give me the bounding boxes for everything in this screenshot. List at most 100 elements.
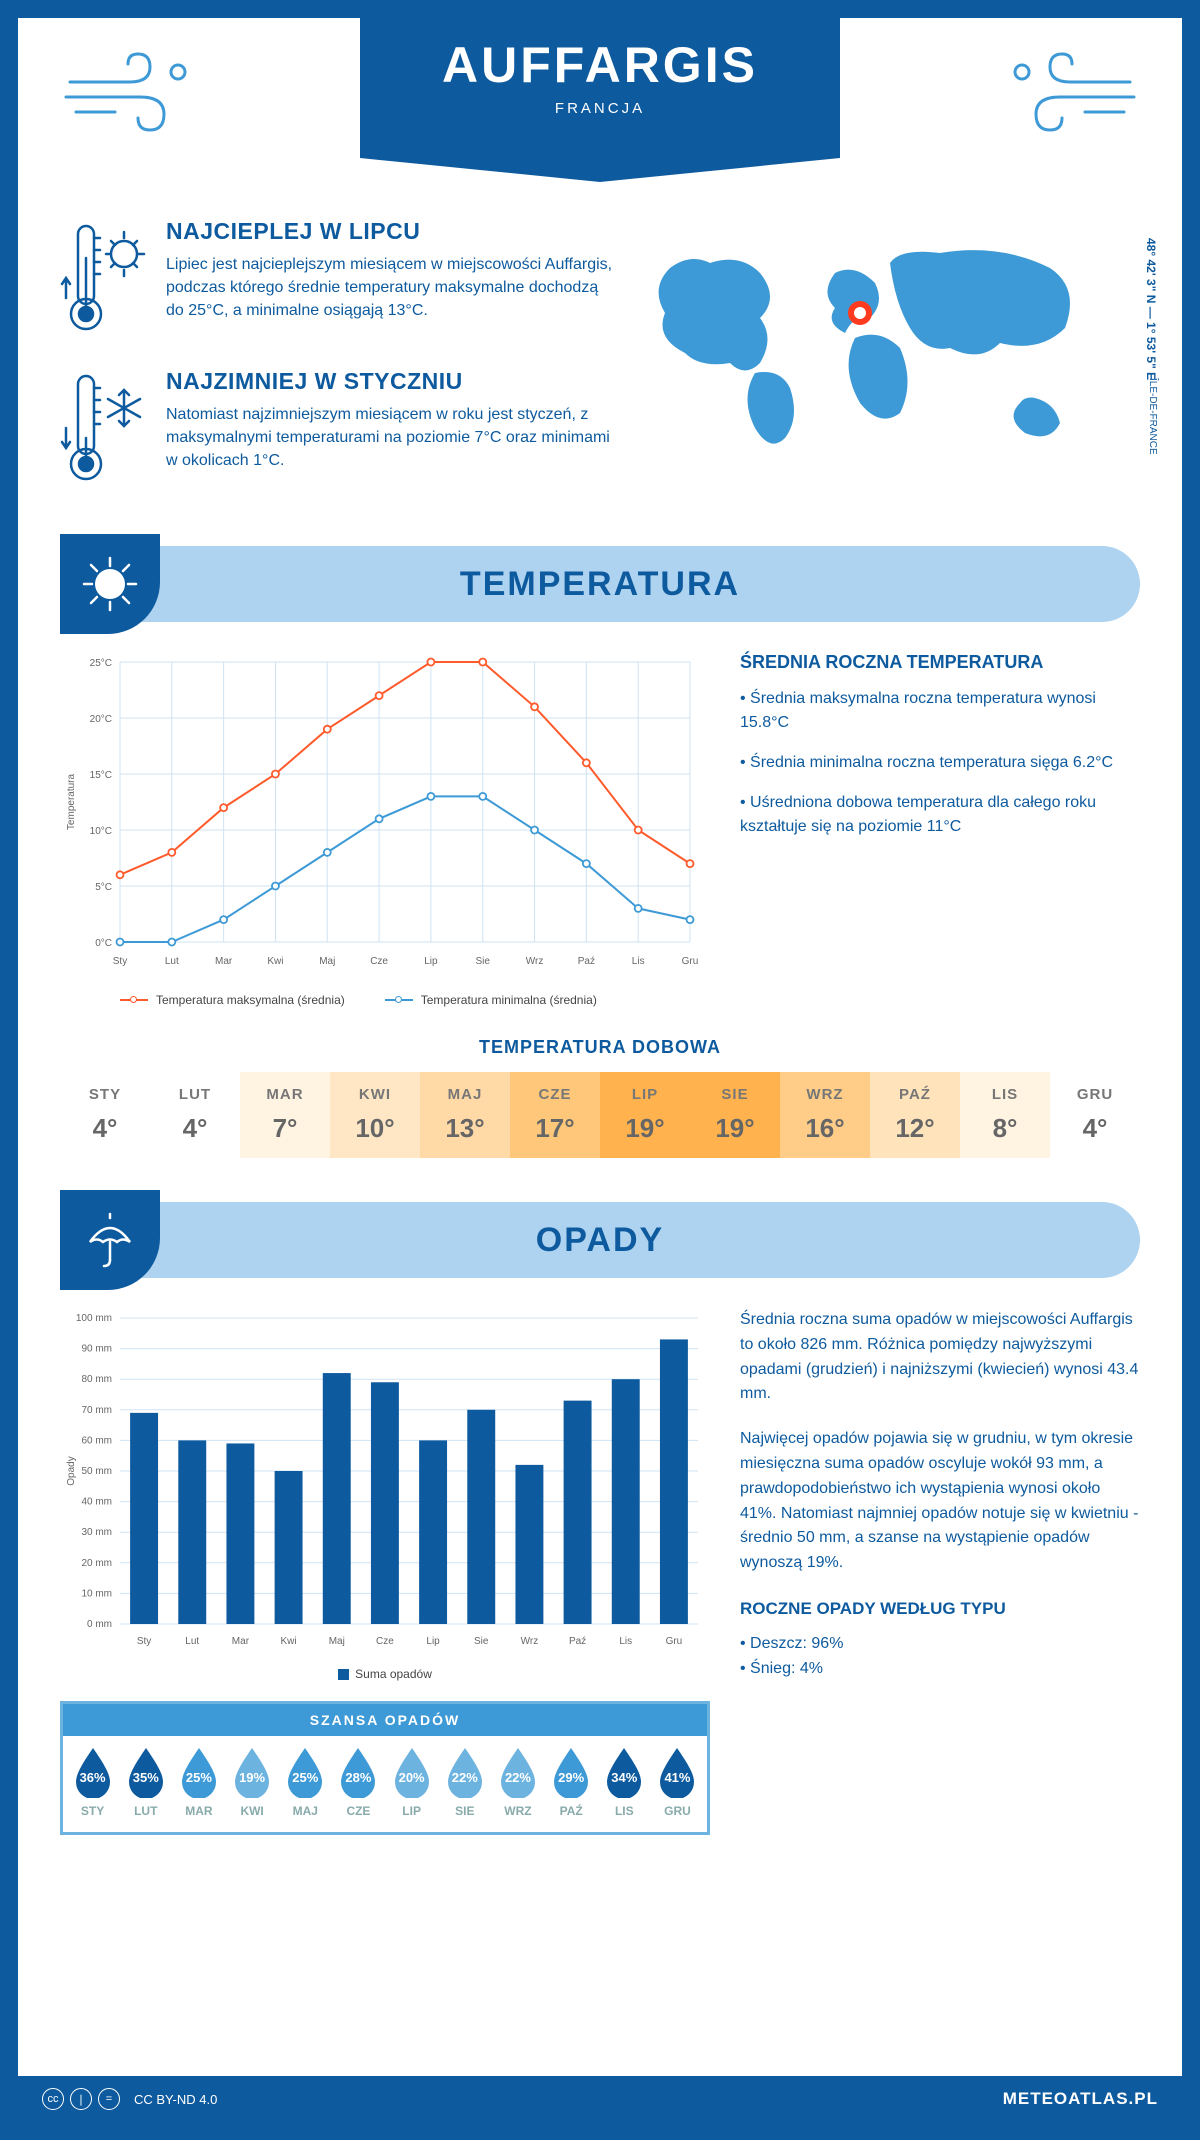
svg-text:Cze: Cze xyxy=(376,1636,394,1647)
temp-bullet: • Średnia maksymalna roczna temperatura … xyxy=(740,687,1140,735)
daily-month: LIS xyxy=(960,1086,1050,1103)
svg-text:15°C: 15°C xyxy=(90,770,112,781)
by-icon: ❘ xyxy=(70,2088,92,2110)
svg-text:Gru: Gru xyxy=(666,1636,683,1647)
chance-month: LIP xyxy=(386,1804,437,1818)
raindrop-icon: 22% xyxy=(444,1746,486,1798)
daily-value: 17° xyxy=(510,1113,600,1144)
svg-text:Sie: Sie xyxy=(474,1636,489,1647)
svg-text:Mar: Mar xyxy=(232,1636,250,1647)
svg-text:20°C: 20°C xyxy=(90,714,112,725)
svg-text:10 mm: 10 mm xyxy=(81,1588,112,1599)
daily-value: 4° xyxy=(150,1113,240,1144)
svg-text:Maj: Maj xyxy=(329,1636,345,1647)
chance-cell: 25% MAR xyxy=(173,1746,224,1818)
thermometer-snow-icon xyxy=(60,368,148,488)
daily-month: STY xyxy=(60,1086,150,1103)
chance-value: 35% xyxy=(125,1770,167,1785)
daily-value: 19° xyxy=(690,1113,780,1144)
svg-text:10°C: 10°C xyxy=(90,826,112,837)
svg-text:80 mm: 80 mm xyxy=(81,1374,112,1385)
daily-month: CZE xyxy=(510,1086,600,1103)
coldest-title: NAJZIMNIEJ W STYCZNIU xyxy=(166,368,620,395)
wind-icon xyxy=(1010,42,1140,142)
svg-text:Sty: Sty xyxy=(113,956,127,967)
daily-value: 13° xyxy=(420,1113,510,1144)
chance-value: 36% xyxy=(72,1770,114,1785)
svg-text:Maj: Maj xyxy=(319,956,335,967)
chance-month: LUT xyxy=(120,1804,171,1818)
temp-bullet: • Średnia minimalna roczna temperatura s… xyxy=(740,751,1140,775)
temperature-section-header: TEMPERATURA xyxy=(60,546,1140,622)
chance-cell: 22% SIE xyxy=(439,1746,490,1818)
svg-text:Kwi: Kwi xyxy=(281,1636,297,1647)
daily-month: LIP xyxy=(600,1086,690,1103)
raindrop-icon: 34% xyxy=(603,1746,645,1798)
svg-text:90 mm: 90 mm xyxy=(81,1344,112,1355)
svg-text:Wrz: Wrz xyxy=(521,1636,539,1647)
chance-month: SIE xyxy=(439,1804,490,1818)
precip-bar-chart: 0 mm10 mm20 mm30 mm40 mm50 mm60 mm70 mm8… xyxy=(60,1308,710,1658)
precip-summary: Średnia roczna suma opadów w miejscowośc… xyxy=(740,1308,1140,1835)
thermometer-sun-icon xyxy=(60,218,148,338)
precip-type-bullet: • Śnieg: 4% xyxy=(740,1657,1140,1682)
chance-value: 22% xyxy=(444,1770,486,1785)
svg-text:Temperatura: Temperatura xyxy=(66,773,77,830)
title-banner: AUFFARGIS FRANCJA xyxy=(360,18,840,158)
raindrop-icon: 22% xyxy=(497,1746,539,1798)
page-frame: AUFFARGIS FRANCJA xyxy=(0,0,1200,2140)
daily-value: 12° xyxy=(870,1113,960,1144)
warmest-fact: NAJCIEPLEJ W LIPCU Lipiec jest najcieple… xyxy=(60,218,620,338)
chance-value: 28% xyxy=(337,1770,379,1785)
raindrop-icon: 25% xyxy=(178,1746,220,1798)
coordinates: 48° 42' 3" N — 1° 53' 5" E xyxy=(1144,238,1158,380)
chance-value: 41% xyxy=(656,1770,698,1785)
daily-value: 10° xyxy=(330,1113,420,1144)
raindrop-icon: 28% xyxy=(337,1746,379,1798)
nd-icon: = xyxy=(98,2088,120,2110)
precip-title: OPADY xyxy=(536,1221,664,1260)
svg-text:Lut: Lut xyxy=(165,956,179,967)
svg-text:Lip: Lip xyxy=(424,956,438,967)
chance-cell: 41% GRU xyxy=(652,1746,703,1818)
svg-text:30 mm: 30 mm xyxy=(81,1527,112,1538)
chance-cell: 35% LUT xyxy=(120,1746,171,1818)
daily-month: KWI xyxy=(330,1086,420,1103)
daily-month: WRZ xyxy=(780,1086,870,1103)
daily-value: 7° xyxy=(240,1113,330,1144)
daily-cell: LIP 19° xyxy=(600,1072,690,1158)
city-name: AUFFARGIS xyxy=(360,36,840,94)
temp-bullet: • Uśredniona dobowa temperatura dla całe… xyxy=(740,791,1140,839)
chance-month: KWI xyxy=(227,1804,278,1818)
raindrop-icon: 25% xyxy=(284,1746,326,1798)
chance-month: WRZ xyxy=(492,1804,543,1818)
svg-text:Cze: Cze xyxy=(370,956,388,967)
chance-cell: 28% CZE xyxy=(333,1746,384,1818)
svg-text:50 mm: 50 mm xyxy=(81,1466,112,1477)
precip-legend: Suma opadów xyxy=(60,1667,710,1681)
coldest-text: Natomiast najzimniejszym miesiącem w rok… xyxy=(166,403,620,473)
raindrop-icon: 35% xyxy=(125,1746,167,1798)
region-name: ÎLE-DE-FRANCE xyxy=(1147,378,1158,455)
svg-text:60 mm: 60 mm xyxy=(81,1435,112,1446)
svg-text:Lip: Lip xyxy=(426,1636,440,1647)
world-map-icon xyxy=(640,218,1100,478)
chance-cell: 34% LIS xyxy=(599,1746,650,1818)
daily-value: 19° xyxy=(600,1113,690,1144)
country-name: FRANCJA xyxy=(360,100,840,117)
svg-text:Sty: Sty xyxy=(137,1636,151,1647)
daily-month: GRU xyxy=(1050,1086,1140,1103)
precip-section-header: OPADY xyxy=(60,1202,1140,1278)
precip-chance-table: SZANSA OPADÓW 36% STY 35% LUT 25% MAR xyxy=(60,1701,710,1835)
daily-cell: GRU 4° xyxy=(1050,1072,1140,1158)
daily-cell: STY 4° xyxy=(60,1072,150,1158)
daily-cell: LUT 4° xyxy=(150,1072,240,1158)
precip-p2: Najwięcej opadów pojawia się w grudniu, … xyxy=(740,1427,1140,1576)
raindrop-icon: 36% xyxy=(72,1746,114,1798)
daily-month: SIE xyxy=(690,1086,780,1103)
svg-text:Paź: Paź xyxy=(578,956,595,967)
umbrella-icon xyxy=(80,1210,140,1270)
svg-text:Gru: Gru xyxy=(682,956,699,967)
temperature-title: TEMPERATURA xyxy=(460,565,740,604)
chance-cell: 20% LIP xyxy=(386,1746,437,1818)
